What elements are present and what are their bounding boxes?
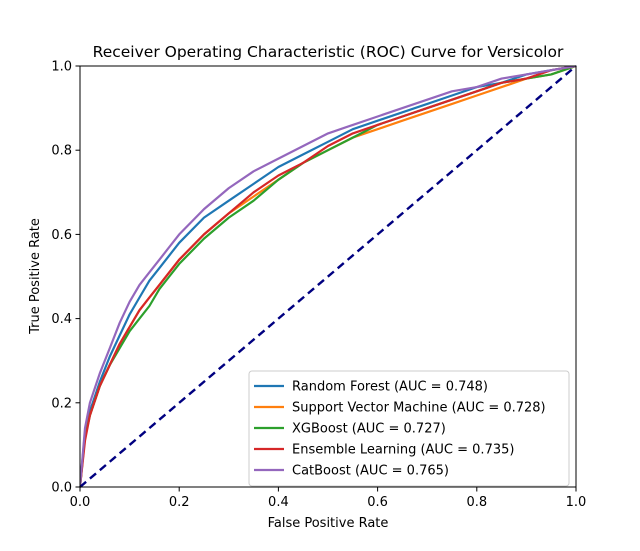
reference-diagonal-line bbox=[79, 65, 577, 488]
y-tick-label: 0.2 bbox=[51, 396, 72, 411]
plot-frame bbox=[79, 65, 577, 488]
y-tick-label: 0.8 bbox=[51, 144, 72, 159]
x-tick-label: 0.6 bbox=[367, 495, 388, 510]
y-tick-label: 0.6 bbox=[51, 228, 72, 243]
legend-entry: Random Forest (AUC = 0.748) bbox=[292, 380, 488, 395]
y-tick-label: 1.0 bbox=[51, 60, 72, 75]
series-line-1 bbox=[80, 66, 576, 487]
legend: Random Forest (AUC = 0.748) Support Vecto… bbox=[248, 370, 570, 487]
plot-area bbox=[79, 65, 577, 488]
x-tick-label: 1.0 bbox=[566, 495, 587, 510]
y-tick-label: 0.0 bbox=[51, 481, 72, 496]
legend-entry: Support Vector Machine (AUC = 0.728) bbox=[292, 401, 546, 416]
x-axis-label: False Positive Rate bbox=[268, 516, 389, 531]
legend-entry: CatBoost (AUC = 0.765) bbox=[292, 464, 449, 479]
y-axis-label: True Positive Rate bbox=[28, 218, 43, 335]
x-tick-label: 0.8 bbox=[466, 495, 487, 510]
legend-entry: XGBoost (AUC = 0.727) bbox=[292, 422, 446, 437]
x-tick-label: 0.4 bbox=[268, 495, 289, 510]
x-tick-label: 0.0 bbox=[70, 495, 91, 510]
series-line-5 bbox=[80, 66, 576, 487]
y-tick-label: 0.4 bbox=[51, 312, 72, 327]
series-line-4 bbox=[80, 66, 576, 487]
legend-box bbox=[248, 370, 570, 487]
x-tick-label: 0.2 bbox=[169, 495, 190, 510]
chart-title: Receiver Operating Characteristic (ROC) … bbox=[93, 43, 564, 61]
legend-entry: Ensemble Learning (AUC = 0.735) bbox=[292, 443, 514, 458]
axes: 0.0 0.2 0.4 0.6 0.8 1.0 0.0 0.2 0.4 0.6 0.8 1.0 bbox=[51, 60, 586, 511]
